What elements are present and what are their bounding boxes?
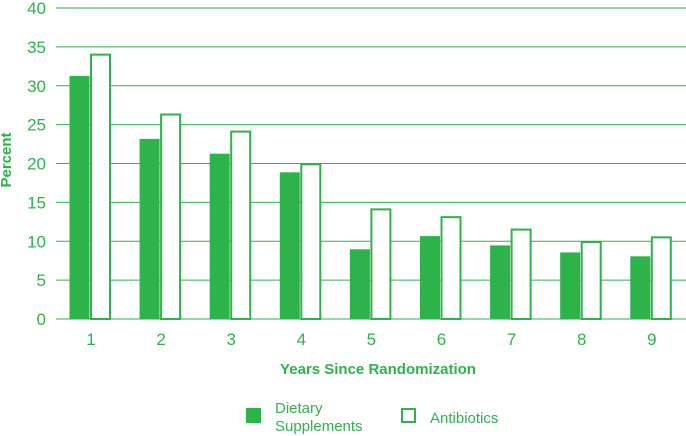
bar-dietary-supplements [69,75,90,320]
y-tick-label: 15 [27,193,46,212]
bar-dietary-supplements [209,153,230,320]
bar-dietary-supplements [630,256,651,320]
bar-antibiotics [650,236,672,320]
legend-label-antibiotics: Antibiotics [430,410,498,427]
x-axis-ticks: 1 2 3 4 5 6 7 8 9 [86,330,656,349]
y-tick-label: 25 [27,116,46,135]
x-tick-label: 9 [647,330,656,349]
legend-swatch-antibiotics [401,408,416,423]
bar-antibiotics [160,113,182,320]
bar-dietary-supplements [490,245,511,320]
bar-dietary-supplements [560,252,581,320]
y-tick-label: 10 [27,232,46,251]
y-tick-label: 40 [27,0,46,18]
bar-dietary-supplements [420,236,440,320]
x-tick-label: 6 [437,330,446,349]
bar-antibiotics [440,216,462,321]
x-tick-label: 4 [297,330,306,349]
bar-dietary-supplements [349,249,370,320]
bar-antibiotics [90,53,111,321]
x-tick-label: 5 [367,330,376,349]
y-axis-title: Percent [0,132,15,187]
y-tick-label: 0 [37,310,46,329]
x-tick-label: 8 [577,330,586,349]
x-axis-title: Years Since Randomization [280,361,476,378]
x-tick-label: 1 [86,330,95,349]
y-tick-label: 5 [37,271,46,290]
bar-antibiotics [580,241,602,320]
y-tick-label: 20 [27,155,46,174]
legend-swatch-dietary-supplements [246,408,261,423]
bar-dietary-supplements [279,172,300,320]
bars [69,53,672,321]
bar-antibiotics [370,208,392,320]
bar-antibiotics [300,163,322,320]
y-tick-label: 35 [27,38,46,57]
x-tick-label: 7 [507,330,516,349]
legend: Dietary Supplements Antibiotics [246,400,498,435]
y-tick-label: 30 [27,77,46,96]
x-tick-label: 2 [156,330,165,349]
bar-antibiotics [230,130,252,320]
bar-dietary-supplements [139,138,160,320]
bar-antibiotics [510,228,532,320]
x-tick-label: 3 [226,330,235,349]
legend-label-dietary-supplements: Dietary Supplements [275,400,363,435]
y-axis-ticks: 0 5 10 15 20 25 30 35 40 [27,0,46,329]
